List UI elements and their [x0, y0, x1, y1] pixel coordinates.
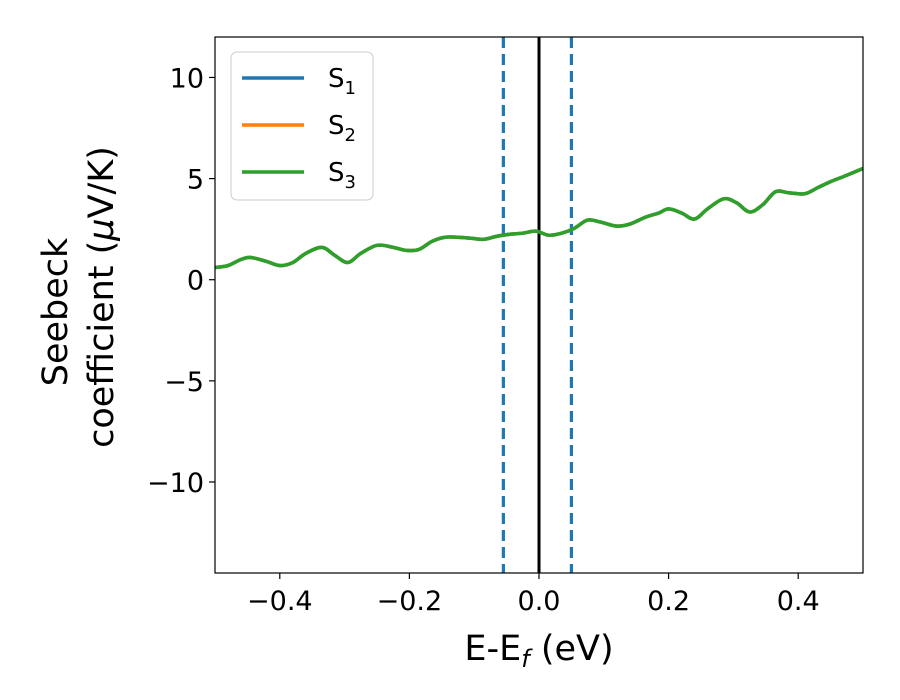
y-axis-label-line2: coefficient (μV/K)	[82, 146, 122, 448]
legend-label-S3: S3	[328, 158, 356, 193]
y-axis-label-mu: μ	[82, 218, 122, 241]
y-axis-label: Seebeck coefficient (μV/K)	[36, 146, 122, 448]
y-tick-label: 10	[170, 63, 204, 94]
y-axis-label-unit: V/K)	[82, 146, 122, 218]
x-tick-label: −0.4	[247, 586, 313, 617]
x-axis-label: E-Ef (eV)	[464, 629, 613, 673]
x-tick-label: 0.2	[647, 586, 690, 617]
y-tick-label: −5	[164, 367, 204, 398]
x-tick-label: 0.4	[777, 586, 820, 617]
y-tick-label: 5	[187, 165, 204, 196]
series-line-S3	[215, 166, 863, 270]
plot-area	[215, 37, 863, 573]
x-tick-label: 0.0	[518, 586, 561, 617]
y-tick-label: −10	[147, 468, 204, 499]
legend-label-S1: S1	[328, 64, 356, 99]
y-axis-label-line1: Seebeck	[36, 237, 76, 386]
x-axis-label-main: E-E	[464, 629, 521, 669]
y-axis-label-text: coefficient (	[82, 241, 122, 448]
x-axis-label-tail: (eV)	[530, 629, 614, 669]
legend: S1 S2 S3	[230, 51, 374, 201]
axis-ticks: −0.4 −0.2 0.0 0.2 0.4 −10 −5 0 5 10	[147, 63, 820, 617]
legend-label-S2: S2	[328, 111, 356, 146]
y-tick-label: 0	[187, 266, 204, 297]
x-tick-label: −0.2	[377, 586, 443, 617]
legend-items: S1 S2 S3	[242, 64, 356, 193]
